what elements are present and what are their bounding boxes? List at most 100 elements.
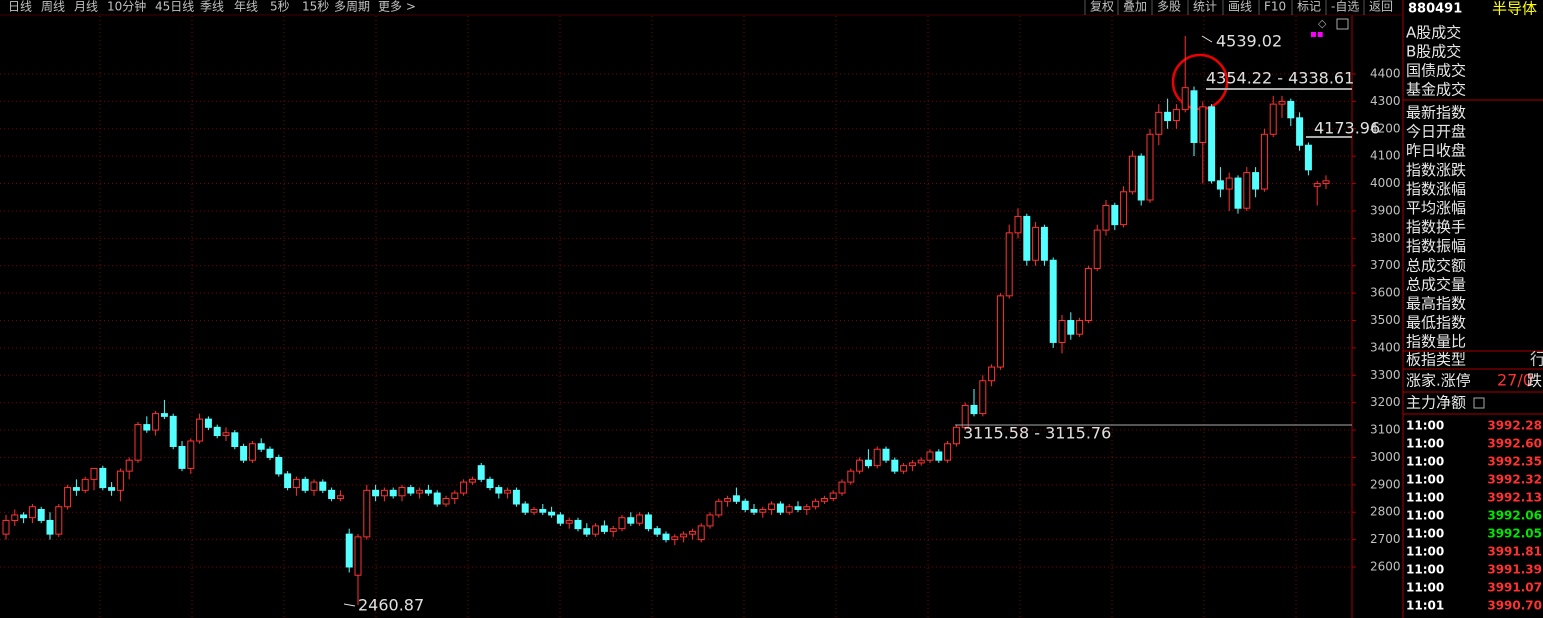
- candle-body: [336, 495, 344, 500]
- candle-body: [574, 519, 582, 530]
- candle-body: [732, 495, 740, 502]
- candle-body: [1014, 215, 1022, 234]
- toolbar-button[interactable]: 更多 >: [378, 0, 416, 14]
- candle-body: [715, 500, 723, 516]
- candle-body: [838, 481, 846, 494]
- panel-name: 半导体: [1492, 0, 1537, 18]
- candle-body: [178, 445, 186, 469]
- panel-field: 平均涨幅: [1406, 199, 1466, 217]
- toolbar-button[interactable]: 标记: [1297, 0, 1321, 14]
- candle-body: [398, 487, 406, 497]
- candle-body: [979, 380, 987, 415]
- y-tick-label: 3200: [1370, 395, 1401, 409]
- candle-body: [416, 489, 424, 494]
- candle-body: [803, 506, 811, 510]
- candle-body: [292, 478, 300, 489]
- y-tick-label: 2700: [1370, 532, 1401, 546]
- tick-value: 3991.39: [1487, 563, 1542, 577]
- toolbar-button[interactable]: 周线: [41, 0, 65, 14]
- candle-body: [1084, 267, 1092, 322]
- candle-body: [1146, 133, 1154, 201]
- candle-body: [363, 489, 371, 538]
- candle-body: [152, 413, 160, 431]
- toolbar-button[interactable]: 15秒: [302, 0, 329, 14]
- panel-field: 今日开盘: [1406, 123, 1466, 141]
- candle-body: [1260, 133, 1268, 190]
- tick-value: 3992.35: [1487, 455, 1542, 469]
- candle-body: [1128, 155, 1136, 193]
- candle-body: [583, 528, 591, 535]
- toolbar-button[interactable]: 10分钟: [107, 0, 146, 14]
- panel-field: 最高指数: [1406, 295, 1466, 313]
- panel-field: 国债成交: [1406, 62, 1466, 80]
- y-tick-label: 3500: [1370, 313, 1401, 327]
- annotation: 2460.87: [358, 596, 424, 615]
- candle-body: [1172, 109, 1180, 122]
- tick-time: 11:00: [1406, 527, 1444, 541]
- candle-body: [785, 506, 793, 513]
- candle-body: [169, 415, 177, 447]
- candle-body: [354, 536, 362, 576]
- tick-time: 11:00: [1406, 509, 1444, 523]
- tick-value: 3992.05: [1487, 527, 1542, 541]
- toolbar-button[interactable]: 月线: [74, 0, 98, 14]
- toolbar-button[interactable]: 日线: [8, 0, 32, 14]
- tick-time: 11:00: [1406, 545, 1444, 559]
- candle-body: [301, 478, 309, 491]
- panel-field: 指数涨幅: [1406, 180, 1466, 198]
- tick-value: 3992.28: [1487, 419, 1542, 433]
- candle-body: [565, 519, 573, 524]
- y-tick-label: 2600: [1370, 560, 1401, 574]
- toolbar-button[interactable]: 返回: [1369, 0, 1393, 14]
- tick-time: 11:00: [1406, 437, 1444, 451]
- y-tick-label: 3300: [1370, 368, 1401, 382]
- toolbar-button[interactable]: 画线: [1228, 0, 1252, 14]
- candle-body: [134, 424, 142, 461]
- annotation: 4354.22 - 4338.61: [1206, 69, 1354, 88]
- candle-body: [1252, 172, 1260, 190]
- tick-value: 3991.07: [1487, 581, 1542, 595]
- toolbar-button[interactable]: 多股: [1157, 0, 1181, 14]
- toolbar-button[interactable]: 统计: [1193, 0, 1217, 14]
- window-icon[interactable]: [1336, 18, 1349, 30]
- list-icon[interactable]: [1473, 397, 1485, 409]
- toolbar-button[interactable]: 叠加: [1123, 0, 1147, 14]
- toolbar-button[interactable]: 45日线: [155, 0, 194, 14]
- candle-body: [856, 459, 864, 472]
- toolbar-button[interactable]: 多周期: [334, 0, 370, 14]
- diamond-icon[interactable]: ◇: [1318, 17, 1327, 30]
- candle-body: [662, 533, 670, 541]
- candle-body: [240, 445, 248, 461]
- panel-field: 最低指数: [1406, 314, 1466, 332]
- candle-body: [1313, 183, 1321, 187]
- candle-body: [1243, 172, 1251, 209]
- toolbar-button[interactable]: 季线: [200, 0, 224, 14]
- candle-body: [310, 481, 318, 491]
- candle-body: [706, 514, 714, 527]
- toolbar-button[interactable]: -自选: [1331, 0, 1359, 14]
- candle-body: [1269, 103, 1277, 135]
- candle-body: [372, 489, 380, 497]
- candle-body: [812, 500, 820, 508]
- y-tick-label: 3600: [1370, 286, 1401, 300]
- panel-field: 总成交量: [1406, 275, 1466, 293]
- toolbar-button[interactable]: 复权: [1090, 0, 1114, 14]
- candle-body: [204, 418, 212, 428]
- candle-body: [266, 448, 274, 458]
- y-tick-label: 4000: [1370, 176, 1401, 190]
- candle-body: [1111, 204, 1119, 226]
- candle-body: [64, 487, 72, 508]
- panel-field: 最新指数: [1406, 104, 1466, 122]
- candle-body: [143, 424, 151, 431]
- annotation-pointer: [1201, 35, 1213, 43]
- candle-body: [460, 481, 468, 494]
- candle-body: [72, 487, 80, 491]
- y-tick-label: 4200: [1370, 121, 1401, 135]
- candle-body: [935, 451, 943, 461]
- candle-body: [486, 478, 494, 489]
- toolbar-button[interactable]: F10: [1264, 0, 1286, 14]
- toolbar-button[interactable]: 年线: [234, 0, 258, 14]
- toolbar-button[interactable]: 5秒: [270, 0, 290, 14]
- candle-body: [1234, 177, 1242, 209]
